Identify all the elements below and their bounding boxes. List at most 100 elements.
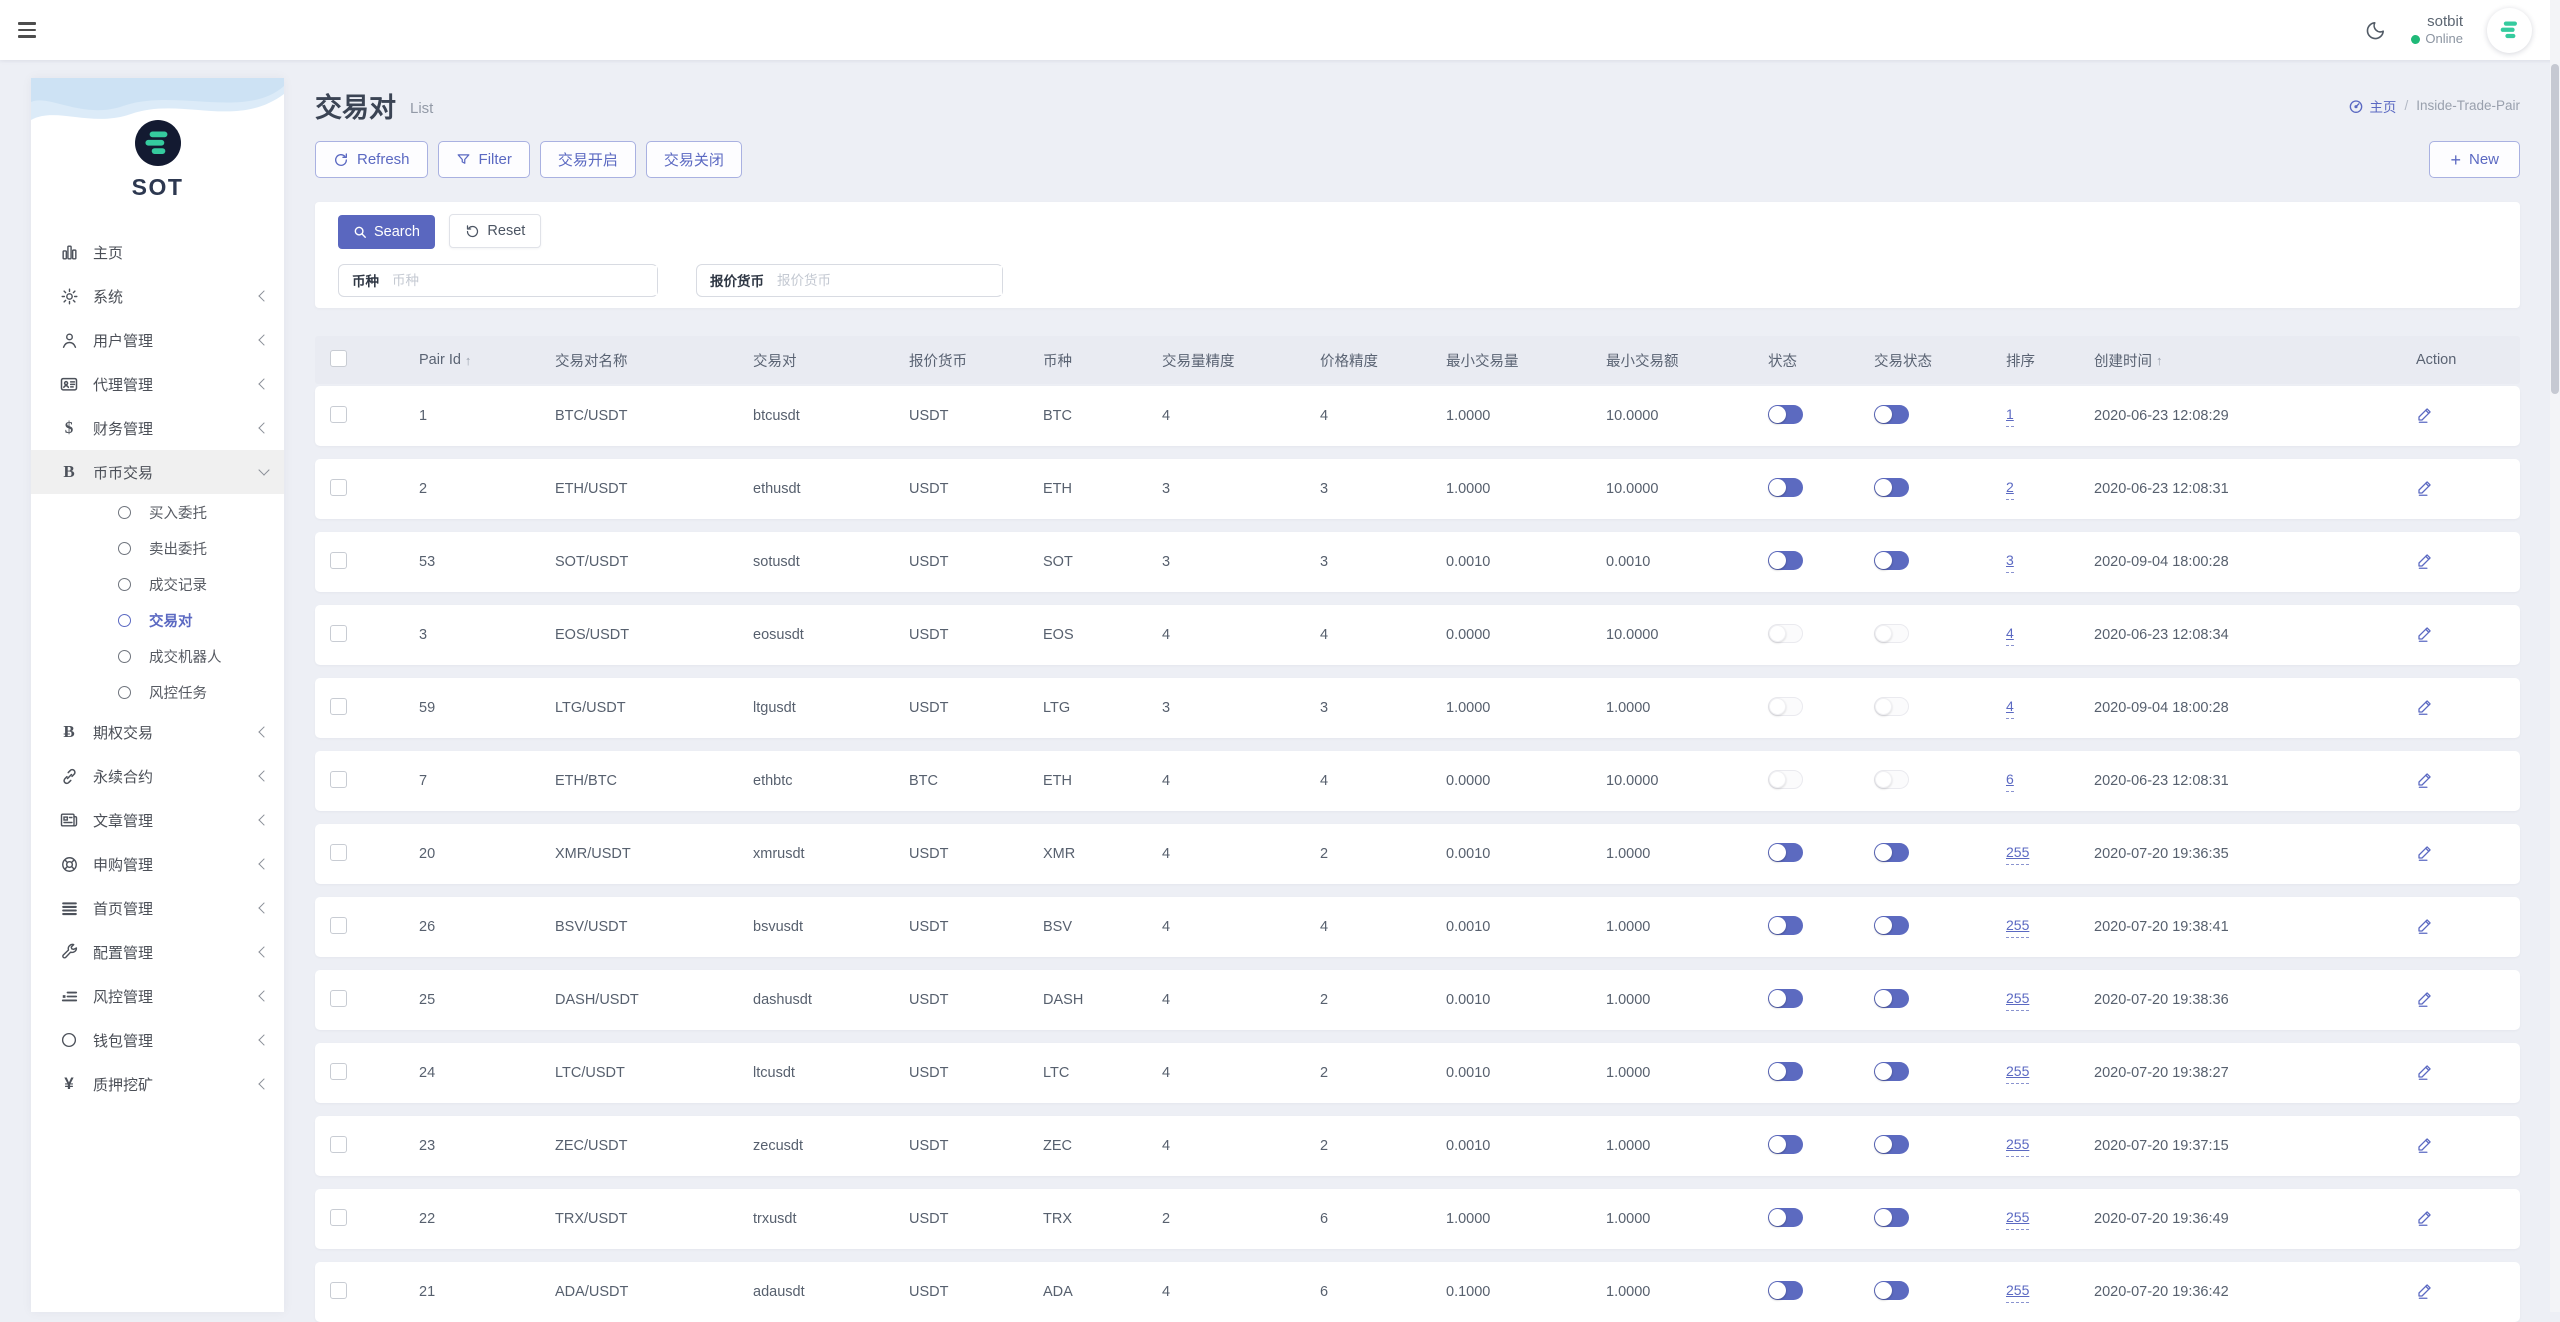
quote-filter-input[interactable]: [777, 265, 1002, 295]
dark-mode-moon-icon[interactable]: [2364, 19, 2387, 42]
column-header[interactable]: 最小交易量: [1446, 353, 1519, 370]
sidebar-subitem[interactable]: 成交机器人: [31, 638, 284, 674]
sidebar-item[interactable]: 系统: [31, 274, 284, 318]
sidebar-subitem[interactable]: 卖出委托: [31, 530, 284, 566]
sidebar-item[interactable]: 风控管理: [31, 974, 284, 1018]
trade-status-toggle[interactable]: [1874, 988, 1909, 1008]
trade-status-toggle[interactable]: [1874, 404, 1909, 424]
sidebar-subitem[interactable]: 风控任务: [31, 674, 284, 710]
sidebar-item[interactable]: 钱包管理: [31, 1018, 284, 1062]
sidebar-item[interactable]: 主页: [31, 230, 284, 274]
avatar[interactable]: [2487, 7, 2532, 53]
sort-editable[interactable]: 255: [2006, 1136, 2030, 1157]
column-header[interactable]: Action: [2416, 352, 2457, 368]
status-toggle[interactable]: [1768, 477, 1803, 497]
new-button[interactable]: + New: [2429, 141, 2520, 178]
edit-button[interactable]: [2416, 697, 2434, 715]
sort-editable[interactable]: 255: [2006, 1209, 2030, 1230]
trade-status-toggle[interactable]: [1874, 1280, 1909, 1300]
row-checkbox[interactable]: [330, 916, 347, 934]
sidebar-item[interactable]: 代理管理: [31, 362, 284, 406]
row-checkbox[interactable]: [330, 1281, 347, 1299]
trade-status-toggle[interactable]: [1874, 842, 1909, 862]
sort-editable[interactable]: 2: [2006, 479, 2014, 500]
trade-status-toggle[interactable]: [1874, 1134, 1909, 1154]
sort-editable[interactable]: 255: [2006, 844, 2030, 865]
refresh-button[interactable]: Refresh: [315, 141, 428, 178]
row-checkbox[interactable]: [330, 1208, 347, 1226]
reset-button[interactable]: Reset: [449, 214, 542, 248]
edit-button[interactable]: [2416, 1208, 2434, 1226]
trade-status-toggle[interactable]: [1874, 1061, 1909, 1081]
status-toggle[interactable]: [1768, 988, 1803, 1008]
column-header[interactable]: 价格精度: [1320, 353, 1378, 370]
edit-button[interactable]: [2416, 405, 2434, 423]
status-toggle[interactable]: [1768, 915, 1803, 935]
column-header[interactable]: 状态: [1768, 353, 1797, 370]
status-toggle[interactable]: [1768, 842, 1803, 862]
edit-button[interactable]: [2416, 770, 2434, 788]
edit-button[interactable]: [2416, 916, 2434, 934]
sort-editable[interactable]: 4: [2006, 698, 2014, 719]
column-header[interactable]: 交易状态: [1874, 353, 1932, 370]
trade-status-toggle[interactable]: [1874, 915, 1909, 935]
sidebar-subitem[interactable]: 交易对: [31, 602, 284, 638]
trade-status-toggle[interactable]: [1874, 696, 1909, 716]
edit-button[interactable]: [2416, 551, 2434, 569]
search-button[interactable]: Search: [338, 214, 435, 249]
trade-open-button[interactable]: 交易开启: [539, 141, 636, 178]
column-header[interactable]: 最小交易额: [1606, 353, 1679, 370]
edit-button[interactable]: [2416, 1135, 2434, 1153]
sidebar-item[interactable]: B 币币交易: [31, 450, 284, 494]
select-all-checkbox[interactable]: [330, 349, 347, 367]
row-checkbox[interactable]: [330, 551, 347, 569]
sidebar-item[interactable]: 首页管理: [31, 886, 284, 930]
row-checkbox[interactable]: [330, 989, 347, 1007]
edit-button[interactable]: [2416, 624, 2434, 642]
sort-editable[interactable]: 255: [2006, 917, 2030, 938]
row-checkbox[interactable]: [330, 697, 347, 715]
sort-editable[interactable]: 6: [2006, 771, 2014, 792]
sidebar-item[interactable]: 申购管理: [31, 842, 284, 886]
status-toggle[interactable]: [1768, 404, 1803, 424]
sidebar-item[interactable]: 文章管理: [31, 798, 284, 842]
status-toggle[interactable]: [1768, 1061, 1803, 1081]
breadcrumb-home[interactable]: 主页: [2348, 96, 2396, 116]
hamburger-menu-icon[interactable]: [18, 17, 44, 43]
row-checkbox[interactable]: [330, 843, 347, 861]
column-header[interactable]: 排序: [2006, 353, 2035, 370]
column-header[interactable]: 创建时间 ↑: [2094, 352, 2163, 370]
sidebar-item[interactable]: 用户管理: [31, 318, 284, 362]
sort-editable[interactable]: 255: [2006, 1063, 2030, 1084]
status-toggle[interactable]: [1768, 769, 1803, 789]
sort-editable[interactable]: 255: [2006, 990, 2030, 1011]
trade-status-toggle[interactable]: [1874, 477, 1909, 497]
row-checkbox[interactable]: [330, 1062, 347, 1080]
sort-editable[interactable]: 4: [2006, 625, 2014, 646]
row-checkbox[interactable]: [330, 478, 347, 496]
row-checkbox[interactable]: [330, 624, 347, 642]
trade-status-toggle[interactable]: [1874, 550, 1909, 570]
row-checkbox[interactable]: [330, 1135, 347, 1153]
sort-editable[interactable]: 3: [2006, 552, 2014, 573]
column-header[interactable]: 报价货币: [909, 353, 967, 370]
status-toggle[interactable]: [1768, 1280, 1803, 1300]
status-toggle[interactable]: [1768, 1207, 1803, 1227]
sidebar-item[interactable]: 配置管理: [31, 930, 284, 974]
edit-button[interactable]: [2416, 989, 2434, 1007]
column-header[interactable]: 交易对: [753, 353, 797, 370]
status-toggle[interactable]: [1768, 696, 1803, 716]
trade-status-toggle[interactable]: [1874, 769, 1909, 789]
column-header[interactable]: 交易对名称: [555, 353, 628, 370]
column-header[interactable]: 币种: [1043, 353, 1072, 370]
status-toggle[interactable]: [1768, 623, 1803, 643]
filter-button[interactable]: Filter: [437, 141, 530, 178]
row-checkbox[interactable]: [330, 405, 347, 423]
sort-editable[interactable]: 1: [2006, 406, 2014, 427]
edit-button[interactable]: [2416, 1281, 2434, 1299]
scrollbar-thumb[interactable]: [2551, 64, 2559, 394]
edit-button[interactable]: [2416, 1062, 2434, 1080]
sidebar-subitem[interactable]: 成交记录: [31, 566, 284, 602]
row-checkbox[interactable]: [330, 770, 347, 788]
sidebar-item[interactable]: 永续合约: [31, 754, 284, 798]
